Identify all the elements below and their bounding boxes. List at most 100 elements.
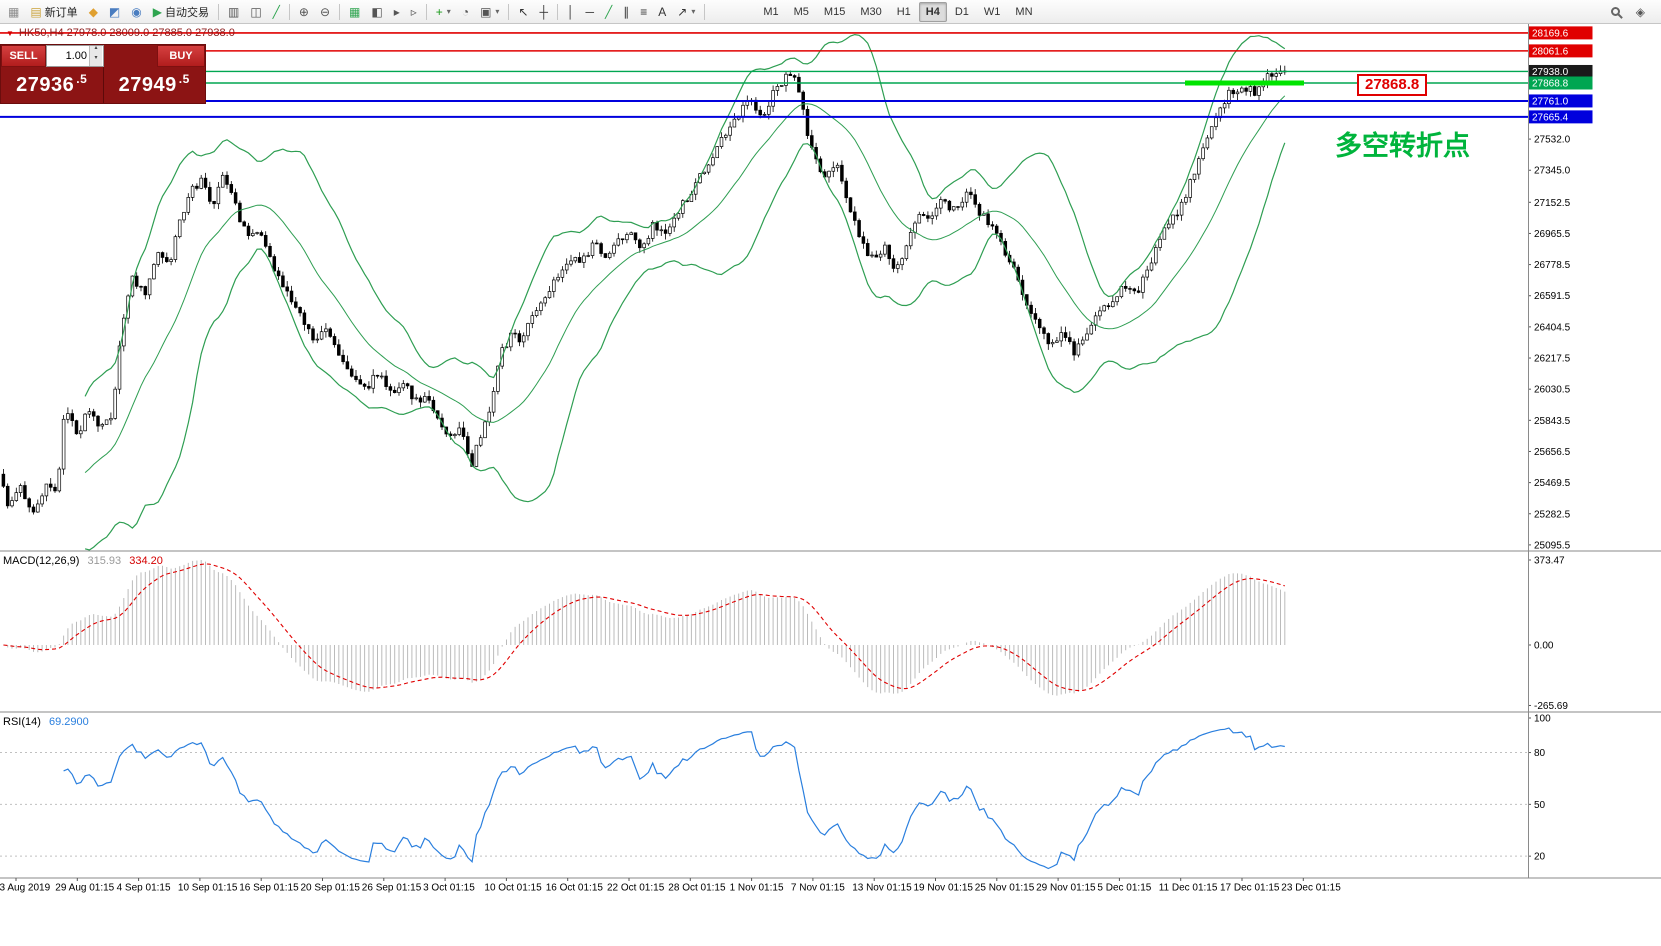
candle-up (878, 253, 883, 258)
price-axis-label: 26778.5 (1534, 260, 1571, 271)
axis-price-label-bg (1528, 26, 1593, 40)
cycles-button[interactable]: ◔ (457, 2, 474, 22)
cursor-button[interactable]: ↖ (513, 2, 533, 22)
timeframe-d1-button[interactable]: D1 (948, 2, 976, 22)
candle-down (388, 386, 393, 391)
timeframe-mn-button[interactable]: MN (1008, 2, 1039, 22)
candle-up (1111, 301, 1115, 308)
candle-up (220, 174, 225, 188)
time-axis-label: 13 Nov 01:15 (852, 883, 912, 894)
timeframe-m1-button[interactable]: M1 (756, 2, 785, 22)
candle-up (741, 104, 745, 117)
candle-down (246, 225, 251, 236)
candle-up (771, 90, 775, 107)
rsi-scale-label: 50 (1534, 800, 1546, 811)
time-axis-label: 26 Sep 01:15 (362, 883, 422, 894)
timeframe-w1-button[interactable]: W1 (977, 2, 1008, 22)
candle-down (225, 174, 229, 185)
candle-up (152, 264, 156, 280)
arrows-button[interactable]: ↗ ▾ (672, 2, 700, 22)
price-axis-label: 27532.0 (1534, 135, 1571, 146)
trendline-button[interactable]: ╱ (600, 2, 617, 22)
candle-down (1063, 332, 1068, 338)
chart-shift-button[interactable]: ▹ (406, 2, 422, 22)
candle-down (298, 307, 302, 314)
crosshair-button[interactable]: ┼ (534, 2, 553, 22)
sell-button[interactable]: SELL (1, 45, 46, 67)
sell-price-display[interactable]: 27936.5 (1, 67, 103, 103)
time-axis-label: 22 Oct 01:15 (607, 883, 665, 894)
tile-windows-button[interactable]: ◧ (366, 2, 387, 22)
community-button[interactable]: ◉ (126, 2, 146, 22)
timeframe-h1-button[interactable]: H1 (890, 2, 918, 22)
candle-down (276, 270, 281, 277)
candlestick-chart-button[interactable]: ◫ (245, 2, 266, 22)
candle-down (973, 194, 977, 205)
autotrading-button[interactable]: ▶ 自动交易 (148, 2, 214, 22)
candle-down (208, 187, 212, 202)
candle-up (199, 177, 203, 189)
candle-down (599, 243, 603, 254)
time-axis-label: 16 Oct 01:15 (546, 883, 604, 894)
candle-down (358, 379, 363, 385)
timeframe-m5-button[interactable]: M5 (787, 2, 816, 22)
quick-alert-button[interactable]: ◈ (1631, 2, 1650, 22)
turning-point-annotation[interactable]: 多空转折点 (1335, 131, 1470, 161)
search-button[interactable] (1606, 2, 1625, 22)
candle-up (44, 483, 49, 497)
zoom-in-button[interactable]: ⊕ (294, 2, 314, 22)
candle-down (143, 286, 148, 296)
price-axis-label: 25469.5 (1534, 478, 1571, 489)
grid-button[interactable]: ▦ (344, 2, 365, 22)
templates-button[interactable]: ▣ ▾ (475, 2, 504, 22)
buy-price-display[interactable]: 27949.5 (104, 67, 206, 103)
candle-down (874, 254, 879, 258)
candle-up (715, 146, 719, 159)
price-axis-label: 25656.5 (1534, 447, 1571, 458)
vertical-line-icon: │ (567, 4, 575, 19)
metaquotes-button[interactable]: ◆ (84, 2, 103, 22)
volume-input[interactable] (47, 46, 89, 66)
fibonacci-button[interactable]: ≡ (635, 2, 652, 22)
candle-down (1132, 288, 1137, 292)
buy-button[interactable]: BUY (157, 45, 205, 67)
horizontal-line-button[interactable]: ─ (581, 2, 600, 22)
timeframe-m15-button[interactable]: M15 (817, 2, 852, 22)
window-button[interactable]: ▦ (3, 2, 24, 22)
text-button[interactable]: A (653, 2, 671, 22)
line-chart-icon: ╱ (272, 4, 280, 19)
candle-down (517, 333, 522, 343)
indicators-button[interactable]: + ▾ (431, 2, 456, 22)
candle-up (36, 503, 40, 513)
zoom-out-button[interactable]: ⊖ (315, 2, 335, 22)
trade-panel-spacer (104, 45, 157, 67)
new-order-button[interactable]: ▤ 新订单 (25, 2, 82, 22)
candle-up (1214, 117, 1218, 128)
price-axis-label: 25843.5 (1534, 416, 1571, 427)
auto-scroll-button[interactable]: ▸ (389, 2, 405, 22)
candle-up (612, 244, 616, 254)
candle-down (1270, 73, 1274, 77)
toolbar-separator (217, 3, 219, 20)
crosshair-icon: ┼ (539, 4, 548, 19)
axis-price-label-bg (1528, 94, 1593, 108)
timeframe-m30-button[interactable]: M30 (853, 2, 888, 22)
line-chart-button[interactable]: ╱ (268, 2, 285, 22)
price-tag-label[interactable]: 27868.8 (1357, 74, 1428, 96)
candle-up (113, 388, 117, 419)
text-icon: A (658, 4, 667, 19)
volume-up-button[interactable]: ▴ (94, 45, 98, 51)
candle-up (964, 191, 969, 203)
price-axis-label: 26404.5 (1534, 322, 1571, 333)
candle-up (668, 226, 672, 234)
bar-chart-button[interactable]: ▥ (223, 2, 244, 22)
community-icon: ◉ (131, 4, 142, 19)
timeframe-h4-button[interactable]: H4 (918, 1, 947, 22)
volume-down-button[interactable]: ▾ (94, 55, 98, 61)
channel-button[interactable]: ∥ (618, 2, 634, 22)
vertical-line-button[interactable]: │ (562, 2, 580, 22)
candle-down (91, 411, 96, 417)
candle-down (392, 389, 397, 393)
market-watch-button[interactable]: ◩ (104, 2, 125, 22)
price-chart[interactable]: 28169.628061.627938.027868.827761.027665… (0, 24, 1661, 946)
